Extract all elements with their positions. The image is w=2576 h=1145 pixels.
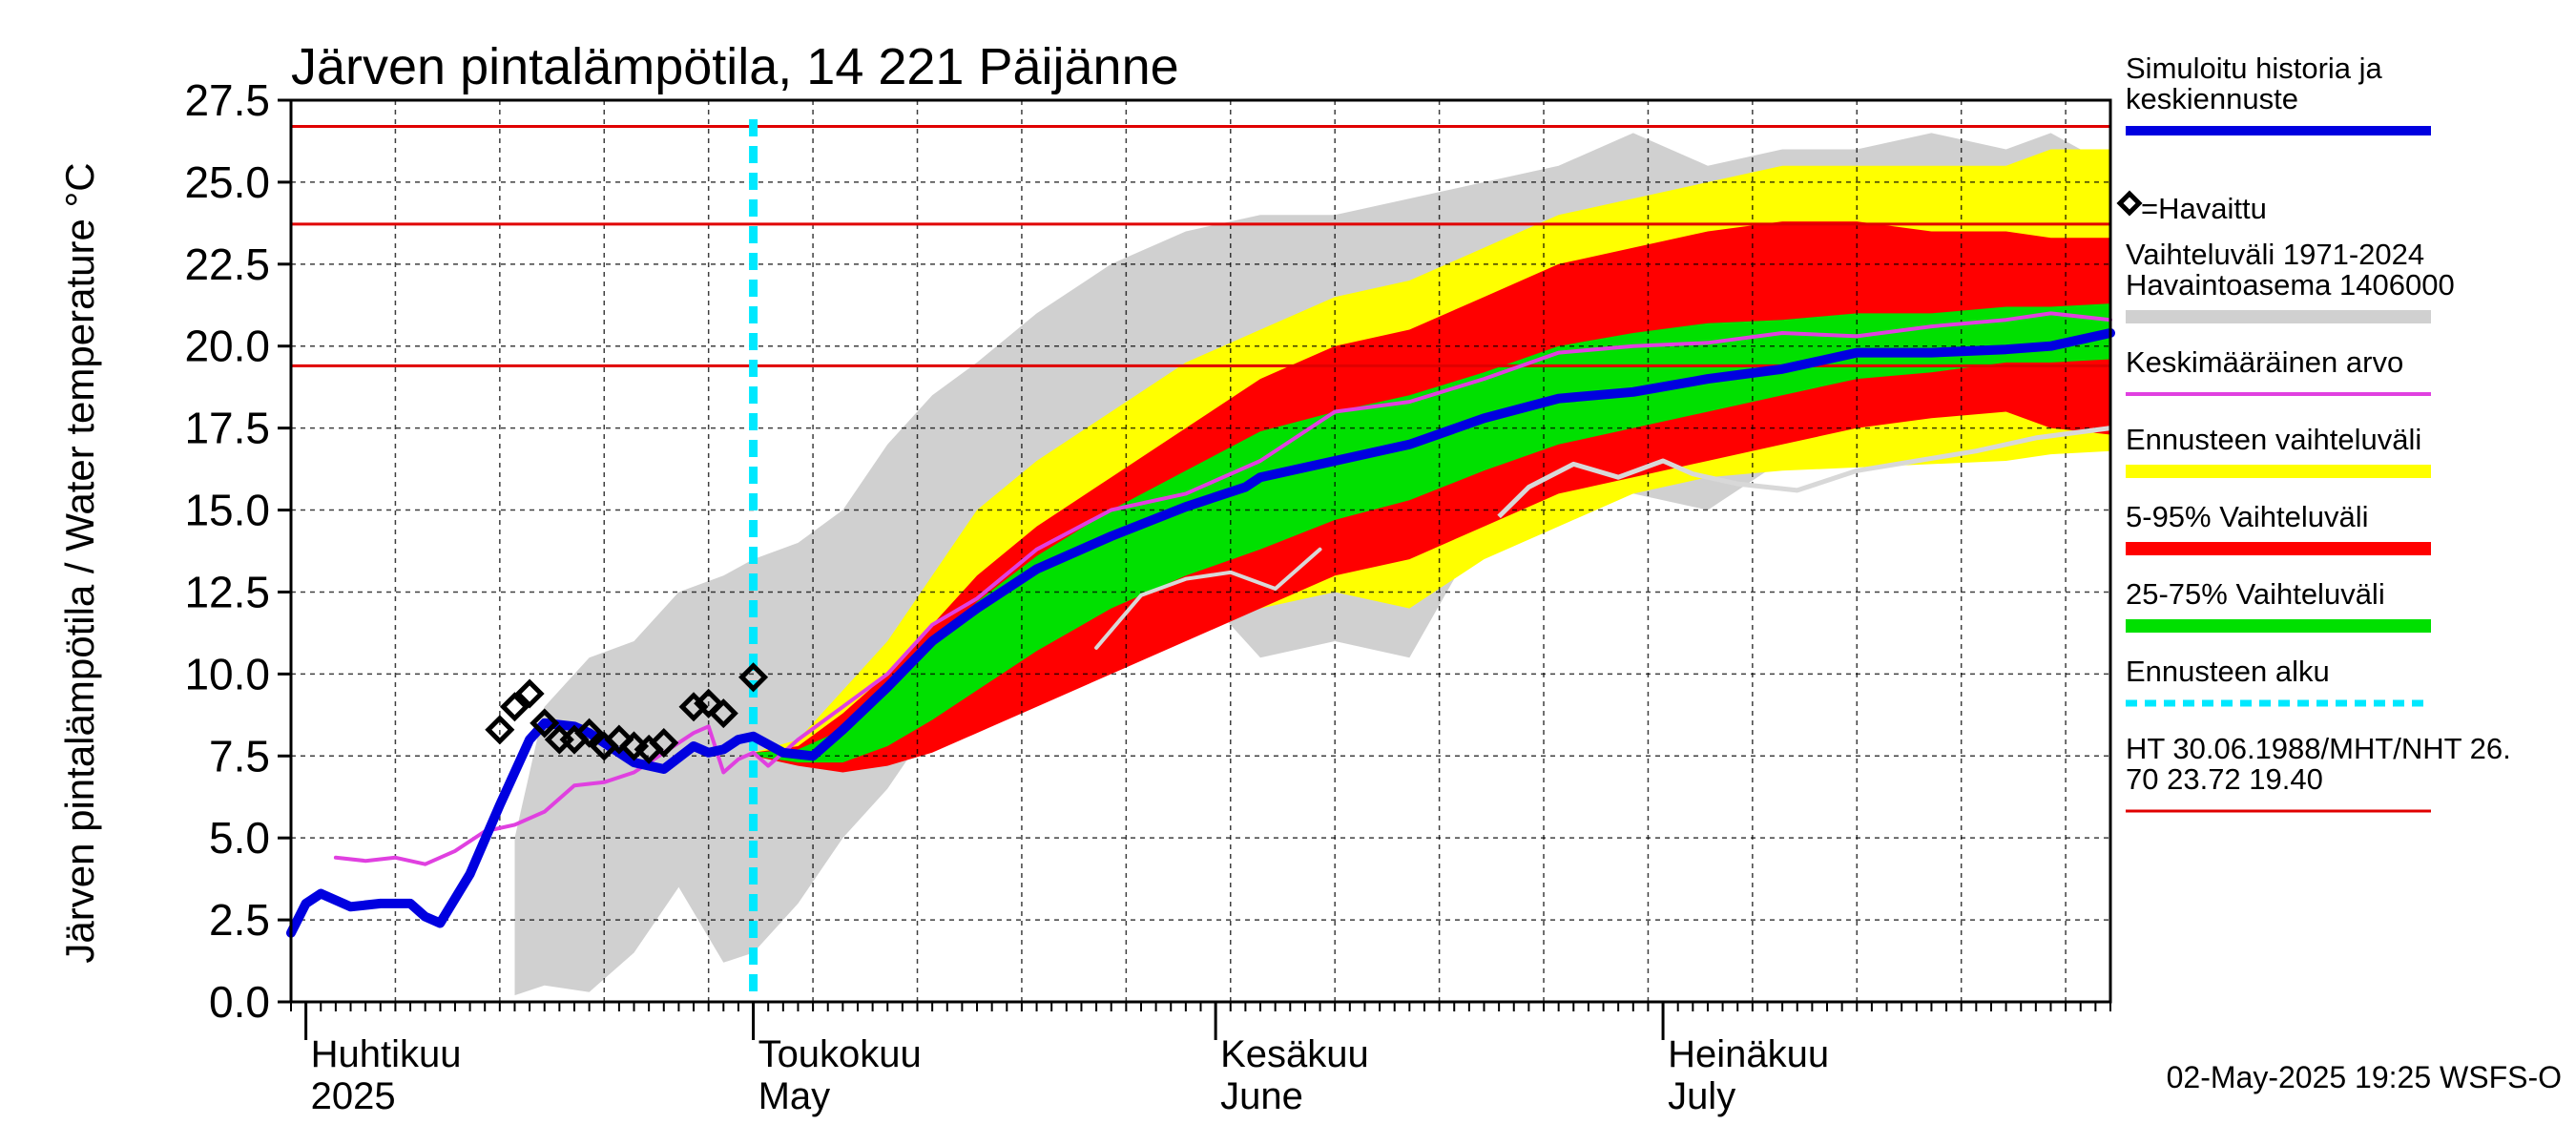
y-tick-label: 27.5 xyxy=(184,75,270,125)
observed-point xyxy=(694,688,724,718)
legend-label-ht: 70 23.72 19.40 xyxy=(2126,762,2323,796)
axes: 0.0 2.5 5.0 7.5 10.0 12.5 15.0 17.5 20.0 22.5 25.0… xyxy=(184,75,2112,1117)
observed-point xyxy=(604,724,634,755)
y-tick-label: 25.0 xyxy=(184,157,270,207)
legend-label-ht: HT 30.06.1988/MHT/NHT 26. xyxy=(2126,732,2511,765)
month-label-en: July xyxy=(1668,1075,1735,1117)
observed-point xyxy=(530,708,560,739)
y-tick-label: 2.5 xyxy=(209,895,270,945)
y-tick-label: 22.5 xyxy=(184,239,270,289)
observed-point xyxy=(738,662,769,693)
observed-point xyxy=(514,678,545,709)
observed-point xyxy=(708,698,738,729)
legend-label-mean: Keskimääräinen arvo xyxy=(2126,345,2403,379)
month-label-en: June xyxy=(1220,1075,1303,1117)
y-tick-label: 10.0 xyxy=(184,649,270,698)
series-line-2-b xyxy=(1497,426,2111,519)
observed-point xyxy=(678,692,709,722)
legend-label-sim: keskiennuste xyxy=(2126,82,2298,115)
legend-observed-marker xyxy=(2116,190,2143,217)
series xyxy=(286,311,2115,938)
observed-markers xyxy=(485,662,769,764)
legend-label-start: Ennusteen alku xyxy=(2126,655,2330,688)
month-label-fi: Kesäkuu xyxy=(1220,1033,1369,1075)
month-label-en: 2025 xyxy=(311,1075,396,1117)
series-line-1 xyxy=(286,328,2115,938)
legend-label-fc: Ennusteen vaihteluväli xyxy=(2126,423,2421,456)
y-tick-label: 12.5 xyxy=(184,567,270,616)
y-tick-label: 7.5 xyxy=(209,731,270,781)
month-label-fi: Toukokuu xyxy=(758,1033,922,1075)
series-line-2 xyxy=(1094,547,1322,650)
chart-title: Järven pintalämpötila, 14 221 Päijänne xyxy=(291,38,1179,95)
y-axis-label: Järven pintalämpötila / Water temperatur… xyxy=(57,162,102,963)
y-tick-label: 0.0 xyxy=(209,977,270,1027)
legend-label-range: Vaihteluväli 1971-2024 xyxy=(2126,238,2424,271)
series-line-0 xyxy=(333,311,2112,866)
legend-label-p2575: 25-75% Vaihteluväli xyxy=(2126,577,2385,611)
y-tick-label: 17.5 xyxy=(184,404,270,453)
observed-point xyxy=(499,692,530,722)
month-label-fi: Heinäkuu xyxy=(1668,1033,1829,1075)
observed-point xyxy=(649,727,679,759)
y-tick-label: 20.0 xyxy=(184,322,270,371)
month-label-fi: Huhtikuu xyxy=(311,1033,462,1075)
y-tick-label: 15.0 xyxy=(184,486,270,535)
observed-point xyxy=(574,718,605,748)
footer-timestamp: 02-May-2025 19:25 WSFS-O xyxy=(2167,1060,2562,1094)
legend-label-p595: 5-95% Vaihteluväli xyxy=(2126,500,2368,533)
legend-label-range: Havaintoasema 1406000 xyxy=(2126,268,2455,302)
month-label-en: May xyxy=(758,1075,831,1117)
legend-label-obs: =Havaittu xyxy=(2141,192,2267,225)
legend-label-sim: Simuloitu historia ja xyxy=(2126,52,2383,85)
threshold-lines xyxy=(291,119,2110,1002)
y-tick-label: 5.0 xyxy=(209,813,270,863)
observed-point xyxy=(485,715,515,745)
